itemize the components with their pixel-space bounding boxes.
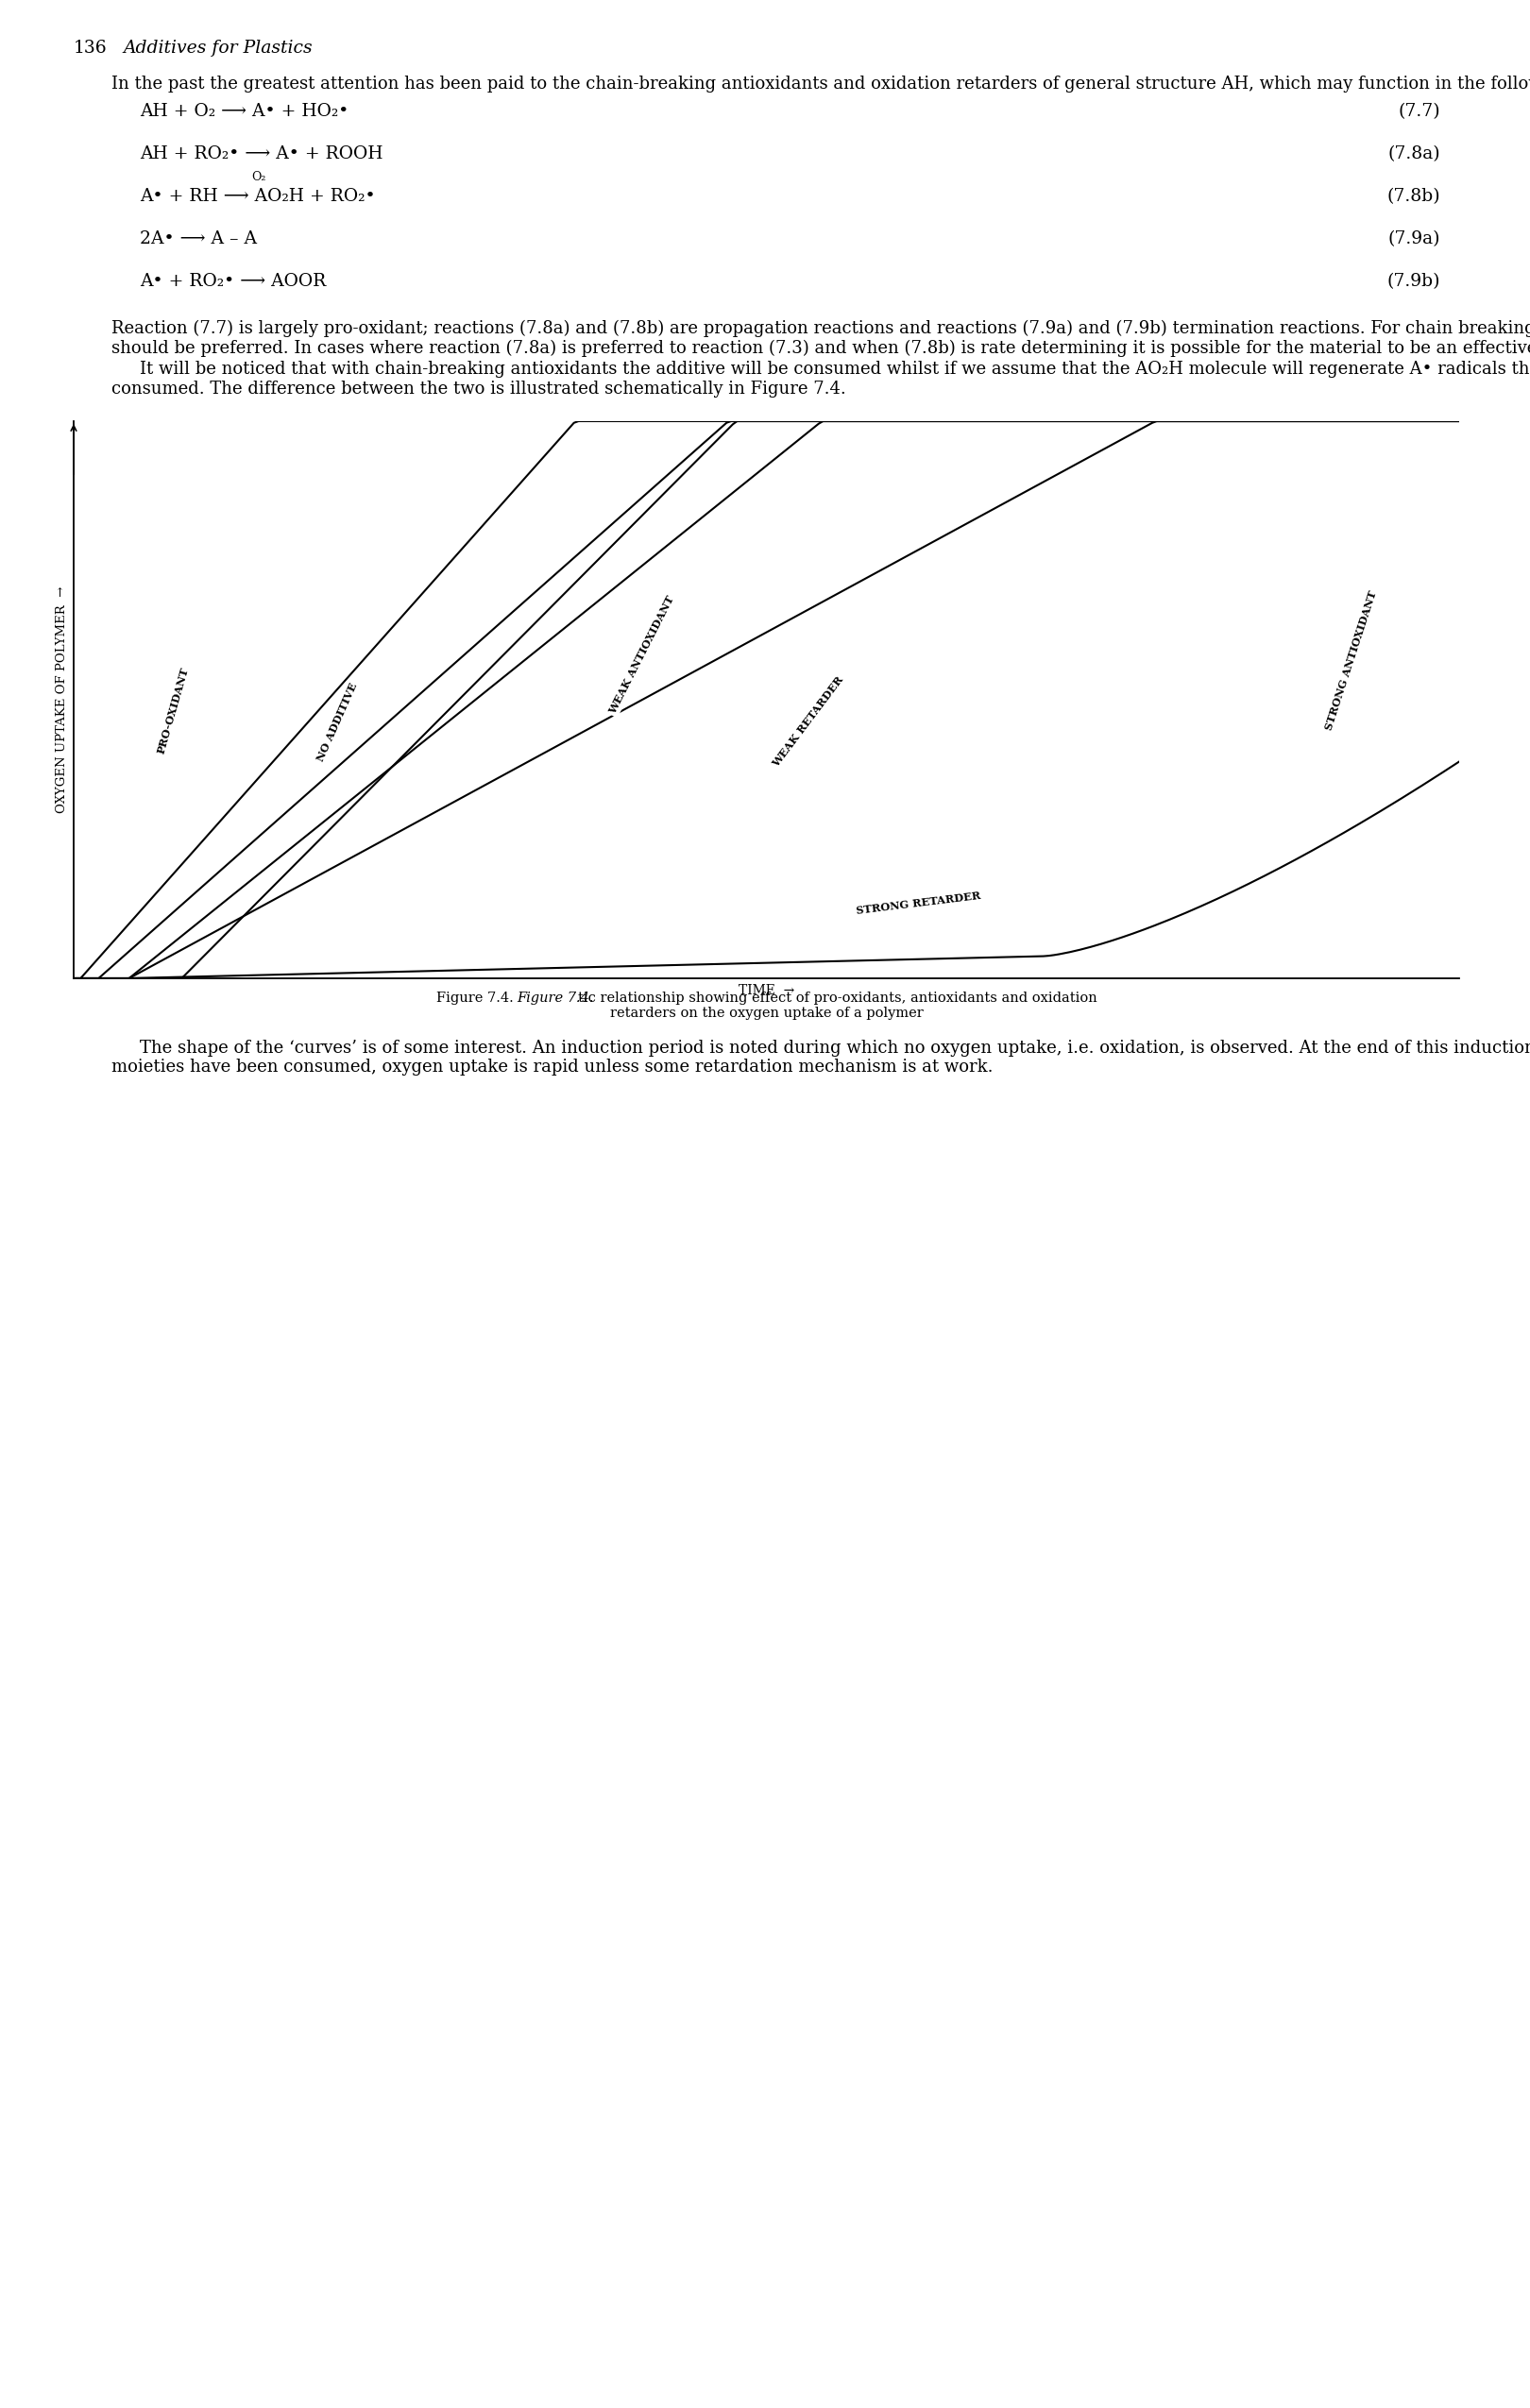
Text: The shape of the ‘curves’ is of some interest. An induction period is noted duri: The shape of the ‘curves’ is of some int… bbox=[139, 1040, 1530, 1057]
Text: NO ADDITIVE: NO ADDITIVE bbox=[315, 681, 360, 763]
Text: (7.7): (7.7) bbox=[1398, 104, 1440, 120]
Text: In the past the greatest attention has been paid to the chain-breaking antioxida: In the past the greatest attention has b… bbox=[112, 75, 1530, 92]
Text: Figure 7.4.  Schematic relationship showing effect of pro-oxidants, antioxidants: Figure 7.4. Schematic relationship showi… bbox=[436, 992, 1097, 1004]
Y-axis label: OXYGEN UPTAKE OF POLYMER  →: OXYGEN UPTAKE OF POLYMER → bbox=[57, 585, 69, 814]
Text: consumed. The difference between the two is illustrated schematically in Figure : consumed. The difference between the two… bbox=[112, 380, 846, 397]
Text: Reaction (7.7) is largely pro-oxidant; reactions (7.8a) and (7.8b) are propagati: Reaction (7.7) is largely pro-oxidant; r… bbox=[112, 320, 1530, 337]
Text: WEAK ANTIOXIDANT: WEAK ANTIOXIDANT bbox=[607, 595, 676, 715]
Text: 2A• ⟶ A – A: 2A• ⟶ A – A bbox=[139, 231, 257, 248]
Text: 136: 136 bbox=[73, 39, 107, 58]
Text: WEAK RETARDER: WEAK RETARDER bbox=[771, 674, 846, 768]
Text: O₂: O₂ bbox=[251, 171, 266, 183]
Text: AH + O₂ ⟶ A• + HO₂•: AH + O₂ ⟶ A• + HO₂• bbox=[139, 104, 349, 120]
Text: (7.8a): (7.8a) bbox=[1388, 144, 1440, 161]
Text: It will be noticed that with chain-breaking antioxidants the additive will be co: It will be noticed that with chain-break… bbox=[139, 361, 1530, 378]
Text: (7.8b): (7.8b) bbox=[1386, 188, 1440, 205]
Text: retarders on the oxygen uptake of a polymer: retarders on the oxygen uptake of a poly… bbox=[610, 1007, 923, 1021]
Text: STRONG RETARDER: STRONG RETARDER bbox=[855, 891, 982, 915]
Text: (7.9a): (7.9a) bbox=[1388, 231, 1440, 248]
Text: A• + RH ⟶ AO₂H + RO₂•: A• + RH ⟶ AO₂H + RO₂• bbox=[139, 188, 375, 205]
Text: PRO-OXIDANT: PRO-OXIDANT bbox=[156, 667, 191, 756]
Text: (7.9b): (7.9b) bbox=[1386, 272, 1440, 289]
Text: A• + RO₂• ⟶ AOOR: A• + RO₂• ⟶ AOOR bbox=[139, 272, 326, 289]
Text: Figure 7.4.: Figure 7.4. bbox=[517, 992, 594, 1004]
X-axis label: TIME  →: TIME → bbox=[739, 982, 794, 997]
Bar bbox=[516, 990, 577, 1007]
Text: Additives for Plastics: Additives for Plastics bbox=[122, 39, 312, 58]
Text: should be preferred. In cases where reaction (7.8a) is preferred to reaction (7.: should be preferred. In cases where reac… bbox=[112, 340, 1530, 356]
Text: AH + RO₂• ⟶ A• + ROOH: AH + RO₂• ⟶ A• + ROOH bbox=[139, 144, 382, 161]
Text: moieties have been consumed, oxygen uptake is rapid unless some retardation mech: moieties have been consumed, oxygen upta… bbox=[112, 1060, 993, 1076]
Text: STRONG ANTIOXIDANT: STRONG ANTIOXIDANT bbox=[1323, 590, 1379, 732]
